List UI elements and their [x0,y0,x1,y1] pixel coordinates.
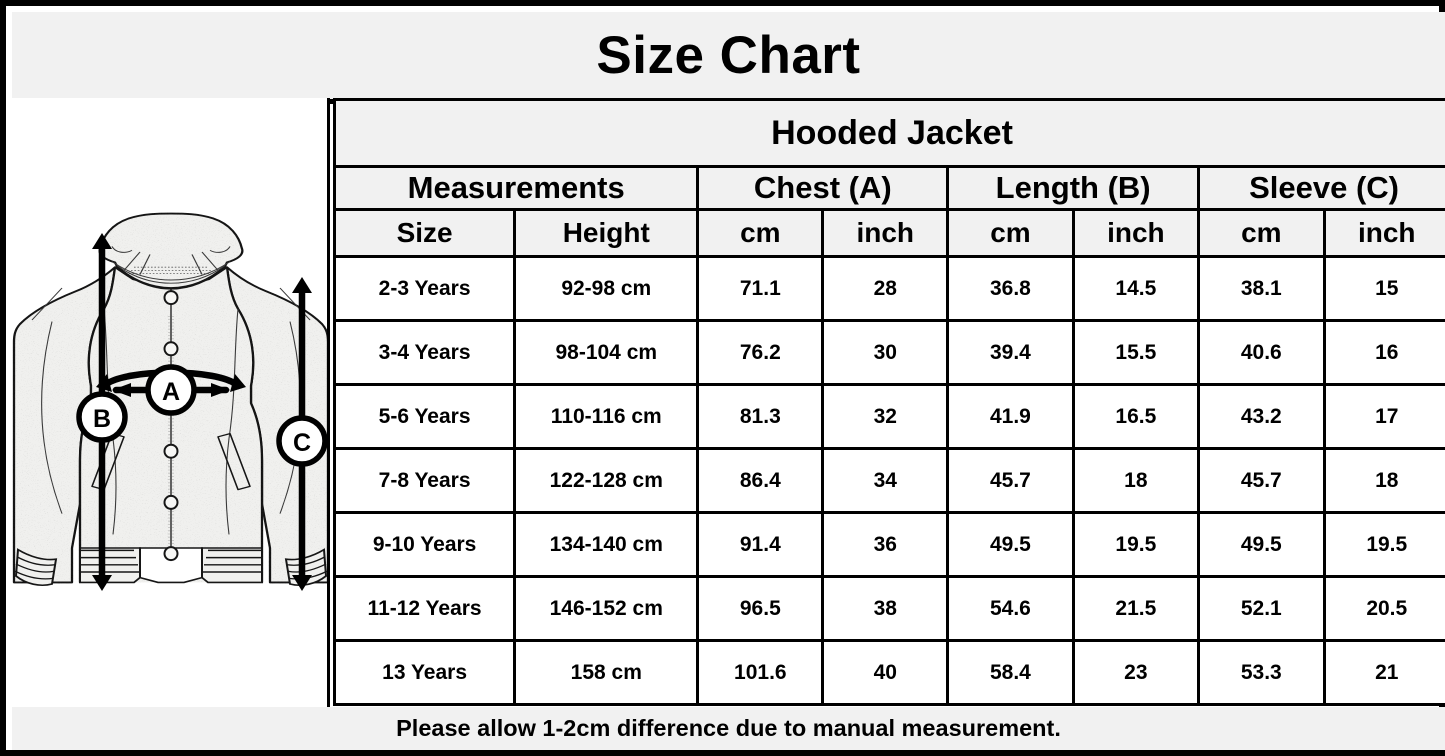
svg-text:C: C [293,429,311,457]
svg-text:B: B [93,405,111,433]
svg-text:A: A [162,378,180,406]
